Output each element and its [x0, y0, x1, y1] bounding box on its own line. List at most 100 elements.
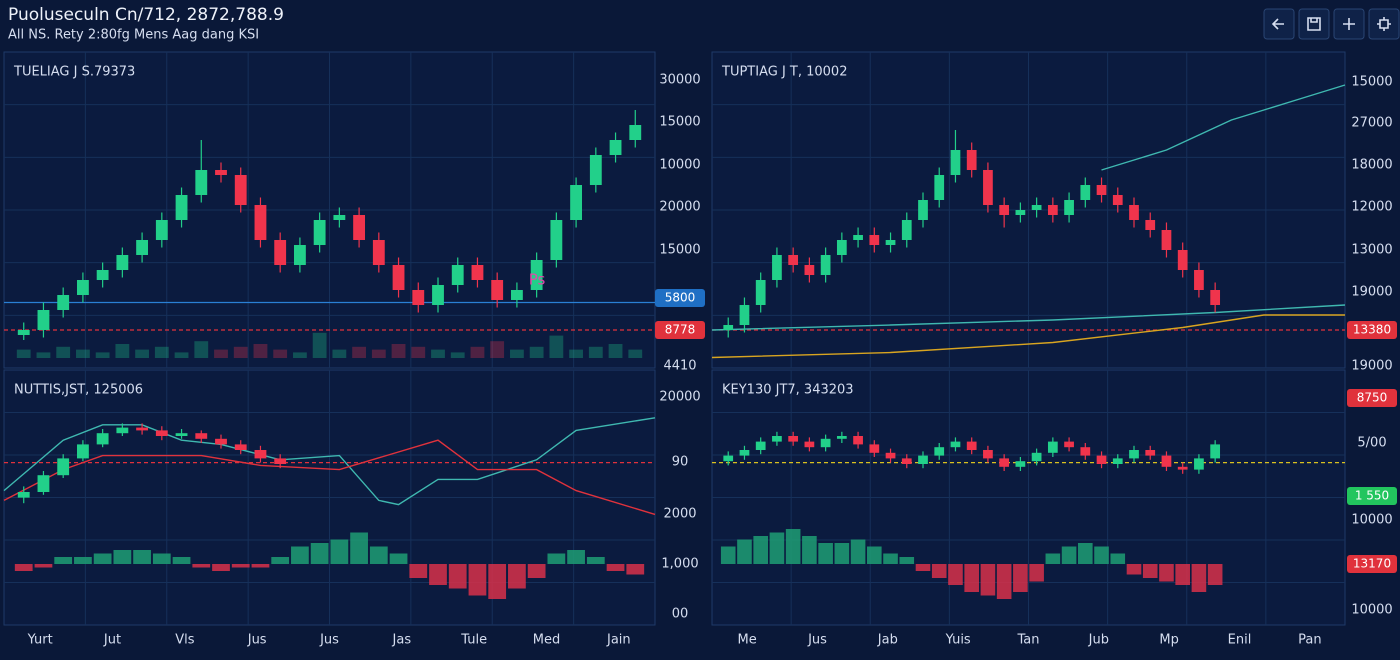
histogram-bar	[271, 557, 290, 564]
volume-bar	[549, 335, 564, 358]
candle-body	[901, 458, 912, 464]
x-axis-label: Pan	[1298, 633, 1321, 648]
histogram-bar	[192, 564, 211, 568]
volume-bar	[312, 332, 327, 358]
volume-bar	[76, 349, 90, 358]
axis-label: 15000	[1351, 75, 1392, 90]
candle-body	[530, 260, 543, 290]
histogram-bar	[1175, 564, 1190, 585]
candle-body	[1015, 210, 1026, 215]
candle-body	[372, 240, 385, 265]
overlay-line	[3, 439, 656, 516]
histogram-bar	[899, 557, 915, 564]
candle-body	[804, 441, 815, 448]
candle-body	[234, 444, 247, 450]
axis-label: 1 550	[1355, 489, 1389, 503]
candle-body	[136, 427, 149, 431]
overlay-line	[1101, 84, 1346, 171]
histogram-bar	[291, 546, 309, 564]
candle-body	[869, 235, 880, 245]
x-axis-label: Yuis	[945, 633, 971, 648]
settings-button[interactable]	[1368, 8, 1400, 40]
x-axis-label: Tule	[460, 633, 487, 648]
x-axis-label: Jas	[392, 633, 412, 648]
volume-bar	[510, 349, 524, 358]
candle-body	[313, 220, 326, 245]
x-axis-label: Jain	[606, 633, 631, 648]
candle-body	[215, 438, 227, 445]
candle-body	[1161, 455, 1172, 467]
axis-label: 13000	[1351, 243, 1392, 258]
histogram-bar	[54, 557, 73, 564]
histogram-bar	[74, 557, 92, 564]
histogram-bar	[818, 543, 833, 564]
histogram-bar	[448, 564, 467, 589]
volume-bar	[588, 346, 603, 358]
candle-body	[983, 170, 993, 205]
volume-bar	[293, 352, 307, 358]
x-axis-label: Jut	[103, 633, 121, 648]
candle-body	[1096, 455, 1107, 464]
histogram-bar	[883, 553, 898, 564]
volume-bar	[36, 352, 51, 358]
x-axis-label: Mp	[1159, 633, 1178, 648]
candle-body	[570, 185, 583, 220]
save-button[interactable]	[1298, 8, 1330, 40]
volume-bar	[529, 346, 544, 358]
candle-body	[432, 285, 444, 305]
candle-body	[853, 436, 863, 445]
histogram-bar	[172, 557, 191, 564]
histogram-bar	[626, 564, 645, 575]
candle-body	[234, 175, 247, 205]
candle-body	[836, 240, 847, 255]
candle-body	[1129, 450, 1139, 459]
candle-body	[885, 240, 896, 245]
page-subtitle: All NS. Rety 2:80fg Mens Aag dang KSI	[8, 28, 259, 43]
candle-body	[116, 255, 129, 270]
candle-body	[510, 290, 523, 300]
add-button[interactable]	[1333, 8, 1365, 40]
x-axis-label: Me	[738, 633, 757, 648]
histogram-bar	[1142, 564, 1158, 578]
candle-body	[155, 220, 168, 240]
panel-title: KEY130 JT7, 343203	[722, 383, 854, 398]
price-badge	[1347, 487, 1397, 505]
axis-label: 8778	[665, 323, 696, 337]
histogram-bar	[915, 564, 931, 571]
overlay-line	[711, 304, 1346, 331]
histogram-bar	[231, 564, 250, 568]
candle-body	[1047, 441, 1058, 453]
histogram-bar	[720, 546, 736, 564]
candle-body	[739, 450, 750, 456]
candle-body	[195, 170, 208, 195]
candle-body	[788, 436, 799, 442]
x-axis-label: Yurt	[27, 633, 53, 648]
x-axis-label: Med	[533, 633, 560, 648]
candle-body	[155, 430, 168, 436]
histogram-bar	[1126, 564, 1142, 575]
price-badge	[655, 289, 705, 307]
histogram-bar	[964, 564, 979, 592]
back-button[interactable]	[1263, 8, 1295, 40]
candle-body	[772, 436, 782, 442]
axis-label: 30000	[659, 73, 700, 88]
volume-bar	[569, 349, 583, 358]
price-badge	[1347, 555, 1397, 573]
candle-body	[1064, 441, 1074, 448]
candle-body	[412, 290, 425, 305]
histogram-bar	[212, 564, 230, 571]
candle-body	[37, 310, 50, 330]
x-axis-label: Jub	[1088, 633, 1109, 648]
volume-bar	[470, 346, 485, 358]
x-axis-label: Tan	[1017, 633, 1040, 648]
candle-body	[57, 458, 70, 476]
candle-body	[609, 140, 622, 155]
histogram-bar	[586, 557, 605, 564]
candle-body	[37, 475, 50, 492]
axis-label: 10000	[1351, 513, 1392, 528]
candle-body	[885, 452, 896, 459]
candle-body	[983, 450, 993, 459]
histogram-bar	[1094, 546, 1109, 564]
candle-body	[471, 265, 484, 280]
